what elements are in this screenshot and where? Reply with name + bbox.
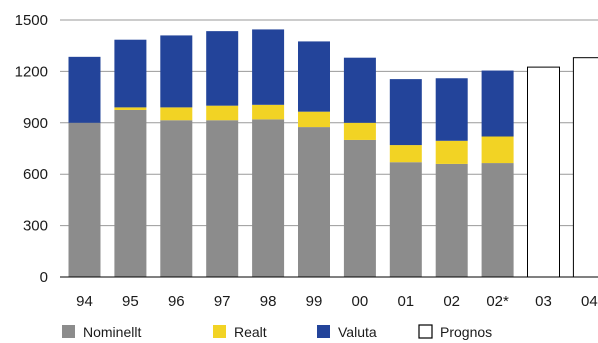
x-tick-label: 02*: [486, 293, 509, 310]
y-tick-label: 0: [40, 269, 48, 286]
x-tick-label: 97: [214, 293, 231, 310]
bar-realt-00: [343, 122, 376, 140]
bar-nominellt-97: [206, 120, 239, 277]
x-tick-label: 04: [581, 293, 598, 310]
bar-valuta-98: [252, 29, 285, 105]
bar-realt-02*: [481, 136, 514, 164]
bar-nominellt-02*: [481, 163, 514, 277]
bar-realt-95: [114, 107, 147, 110]
legend-label-nominellt: Nominellt: [83, 324, 141, 340]
y-tick-label: 1500: [15, 12, 48, 29]
bar-valuta-96: [160, 35, 193, 108]
bar-valuta-01: [389, 79, 422, 146]
bar-realt-01: [389, 145, 422, 163]
x-tick-label: 95: [122, 293, 139, 310]
x-tick-label: 96: [168, 293, 185, 310]
y-axis-ticks: 0 300 600 900 1200 1500: [15, 12, 48, 286]
legend-swatch-nominellt: [62, 325, 75, 338]
bar-nominellt-02: [435, 163, 468, 277]
x-axis-ticks: 94 95 96 97 98 99 00 01 02 02* 03 04: [76, 293, 598, 310]
legend-label-valuta: Valuta: [338, 324, 377, 340]
bar-valuta-00: [343, 57, 376, 123]
bar-realt-02: [435, 140, 468, 164]
bar-prognos-04: [572, 57, 598, 278]
bar-nominellt-00: [343, 139, 376, 277]
bar-nominellt-96: [160, 120, 193, 277]
bar-valuta-97: [206, 31, 239, 106]
y-tick-label: 300: [23, 218, 48, 235]
bar-realt-97: [206, 105, 239, 121]
x-tick-label: 99: [306, 293, 323, 310]
legend-label-prognos: Prognos: [440, 324, 492, 340]
legend-swatch-valuta: [317, 325, 330, 338]
bar-prognos-03: [527, 66, 560, 278]
y-tick-label: 600: [23, 166, 48, 183]
bar-nominellt-99: [298, 127, 330, 277]
x-tick-label: 02: [443, 293, 460, 310]
bar-nominellt-95: [114, 109, 147, 277]
bar-valuta-02: [435, 78, 468, 141]
legend-label-realt: Realt: [234, 324, 267, 340]
bars: [68, 29, 598, 278]
bar-nominellt-01: [389, 162, 422, 277]
bar-valuta-94: [68, 56, 101, 123]
x-tick-label: 00: [352, 293, 369, 310]
bar-nominellt-94: [68, 122, 101, 277]
y-tick-label: 900: [23, 115, 48, 132]
x-tick-label: 03: [535, 293, 552, 310]
x-tick-label: 01: [397, 293, 414, 310]
x-tick-label: 94: [76, 293, 93, 310]
bar-valuta-99: [298, 41, 330, 112]
legend-swatch-prognos: [418, 324, 433, 339]
bar-nominellt-98: [252, 119, 285, 277]
bar-valuta-95: [114, 39, 147, 108]
bar-realt-98: [252, 104, 285, 120]
x-tick-label: 98: [260, 293, 277, 310]
y-tick-label: 1200: [15, 63, 48, 80]
bar-valuta-02*: [481, 70, 514, 137]
bar-realt-96: [160, 107, 193, 121]
legend-swatch-realt: [213, 325, 226, 338]
bar-realt-99: [298, 111, 330, 128]
legend: Nominellt Realt Valuta Prognos: [62, 324, 492, 340]
